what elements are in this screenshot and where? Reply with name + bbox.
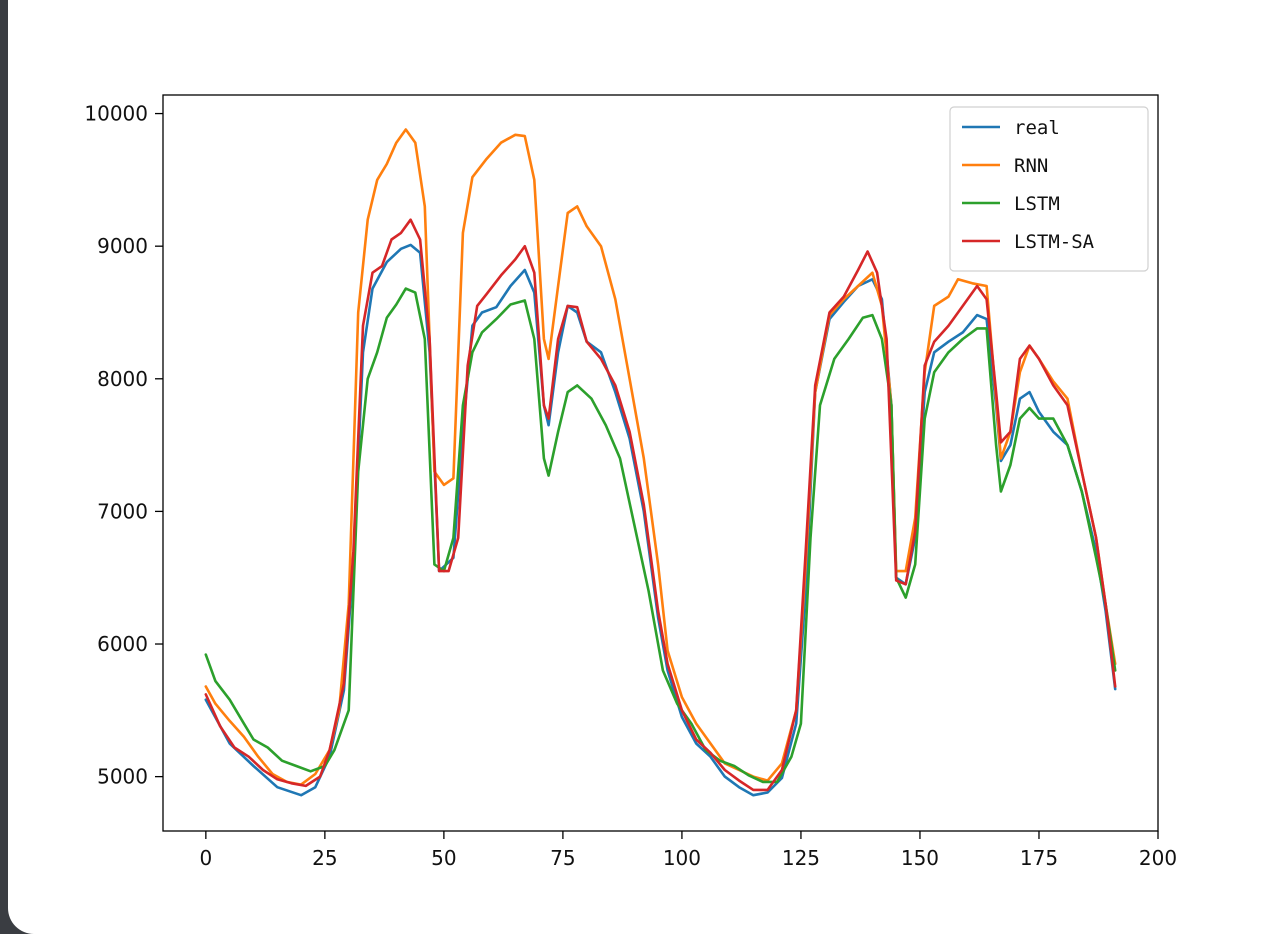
legend-label: RNN bbox=[1014, 155, 1048, 177]
legend: real RNN LSTM LSTM-SA bbox=[949, 106, 1149, 272]
plot-area-frame bbox=[162, 94, 1159, 832]
figure-canvas: 0 25 50 75 100 125 150 175 200 5000 6000 7000 8000 9… bbox=[8, 0, 1273, 934]
x-tick-label: 150 bbox=[901, 846, 939, 870]
series-line-rnn bbox=[204, 128, 1117, 786]
y-tick-label: 5000 bbox=[97, 765, 148, 789]
x-tick-label: 50 bbox=[431, 846, 456, 870]
x-axis: 0 25 50 75 100 125 150 175 200 bbox=[199, 831, 1177, 870]
x-tick-label: 125 bbox=[782, 846, 820, 870]
line-chart: 0 25 50 75 100 125 150 175 200 5000 6000 7000 8000 9… bbox=[84, 94, 1177, 870]
series-line-real bbox=[204, 243, 1117, 797]
y-tick-label: 6000 bbox=[97, 632, 148, 656]
legend-label: real bbox=[1014, 117, 1060, 139]
x-tick-label: 200 bbox=[1139, 846, 1177, 870]
y-tick-label: 7000 bbox=[97, 499, 148, 523]
y-tick-label: 9000 bbox=[97, 234, 148, 258]
series-line-lstm bbox=[204, 287, 1117, 784]
legend-box bbox=[949, 106, 1149, 272]
legend-label: LSTM-SA bbox=[1014, 231, 1095, 253]
x-tick-label: 25 bbox=[312, 846, 337, 870]
series-layer bbox=[204, 128, 1117, 797]
x-tick-label: 0 bbox=[199, 846, 212, 870]
x-tick-label: 75 bbox=[550, 846, 575, 870]
x-tick-label: 175 bbox=[1020, 846, 1058, 870]
y-axis: 5000 6000 7000 8000 9000 10000 bbox=[84, 102, 163, 789]
y-tick-label: 10000 bbox=[84, 102, 148, 126]
legend-label: LSTM bbox=[1014, 193, 1060, 215]
series-line-lstm-sa bbox=[204, 218, 1117, 792]
y-tick-label: 8000 bbox=[97, 367, 148, 391]
x-tick-label: 100 bbox=[663, 846, 701, 870]
